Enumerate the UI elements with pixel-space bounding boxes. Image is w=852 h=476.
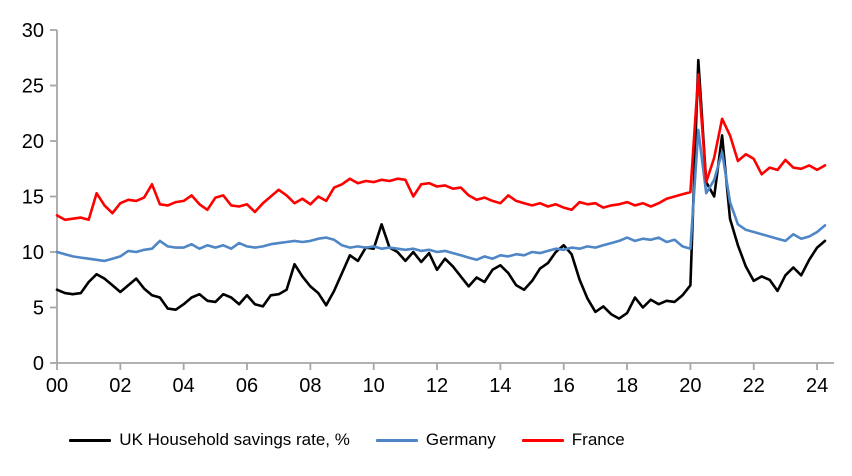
x-tick-label: 04 xyxy=(173,375,195,397)
x-tick-label: 00 xyxy=(46,375,68,397)
legend-label-uk: UK Household savings rate, % xyxy=(119,430,350,449)
legend-item-france: France xyxy=(521,430,625,450)
x-tick-label: 08 xyxy=(299,375,321,397)
legend-swatch-france xyxy=(521,438,564,442)
legend-item-germany: Germany xyxy=(375,430,496,450)
chart-legend: UK Household savings rate, % Germany Fra… xyxy=(0,422,852,458)
y-tick-label: 20 xyxy=(22,131,44,153)
y-tick-label: 0 xyxy=(33,353,44,375)
y-tick-label: 25 xyxy=(22,76,44,98)
x-tick-label: 06 xyxy=(236,375,258,397)
legend-swatch-germany xyxy=(375,438,418,442)
x-tick-label: 02 xyxy=(109,375,131,397)
x-tick-label: 24 xyxy=(806,375,828,397)
x-tick-label: 22 xyxy=(743,375,765,397)
x-tick-label: 10 xyxy=(363,375,385,397)
y-tick-label: 15 xyxy=(22,187,44,209)
legend-label-france: France xyxy=(571,430,625,449)
series-line-france xyxy=(55,73,827,222)
legend-swatch-uk xyxy=(69,438,112,442)
legend-item-uk: UK Household savings rate, % xyxy=(69,430,350,450)
chart-canvas: 0 5 10 15 20 25 30 00 02 04 06 08 10 12 14 16 18 20 22 24 xyxy=(22,20,834,397)
y-tick-label: 5 xyxy=(33,298,44,320)
x-tick-label: 12 xyxy=(426,375,448,397)
y-tick-label: 30 xyxy=(22,20,44,42)
x-tick-label: 20 xyxy=(679,375,701,397)
x-tick-label: 18 xyxy=(616,375,638,397)
y-tick-label: 10 xyxy=(22,242,44,264)
legend-label-germany: Germany xyxy=(425,430,496,449)
x-tick-label: 16 xyxy=(553,375,575,397)
x-tick-label: 14 xyxy=(489,375,511,397)
series-line-germany xyxy=(55,128,827,263)
